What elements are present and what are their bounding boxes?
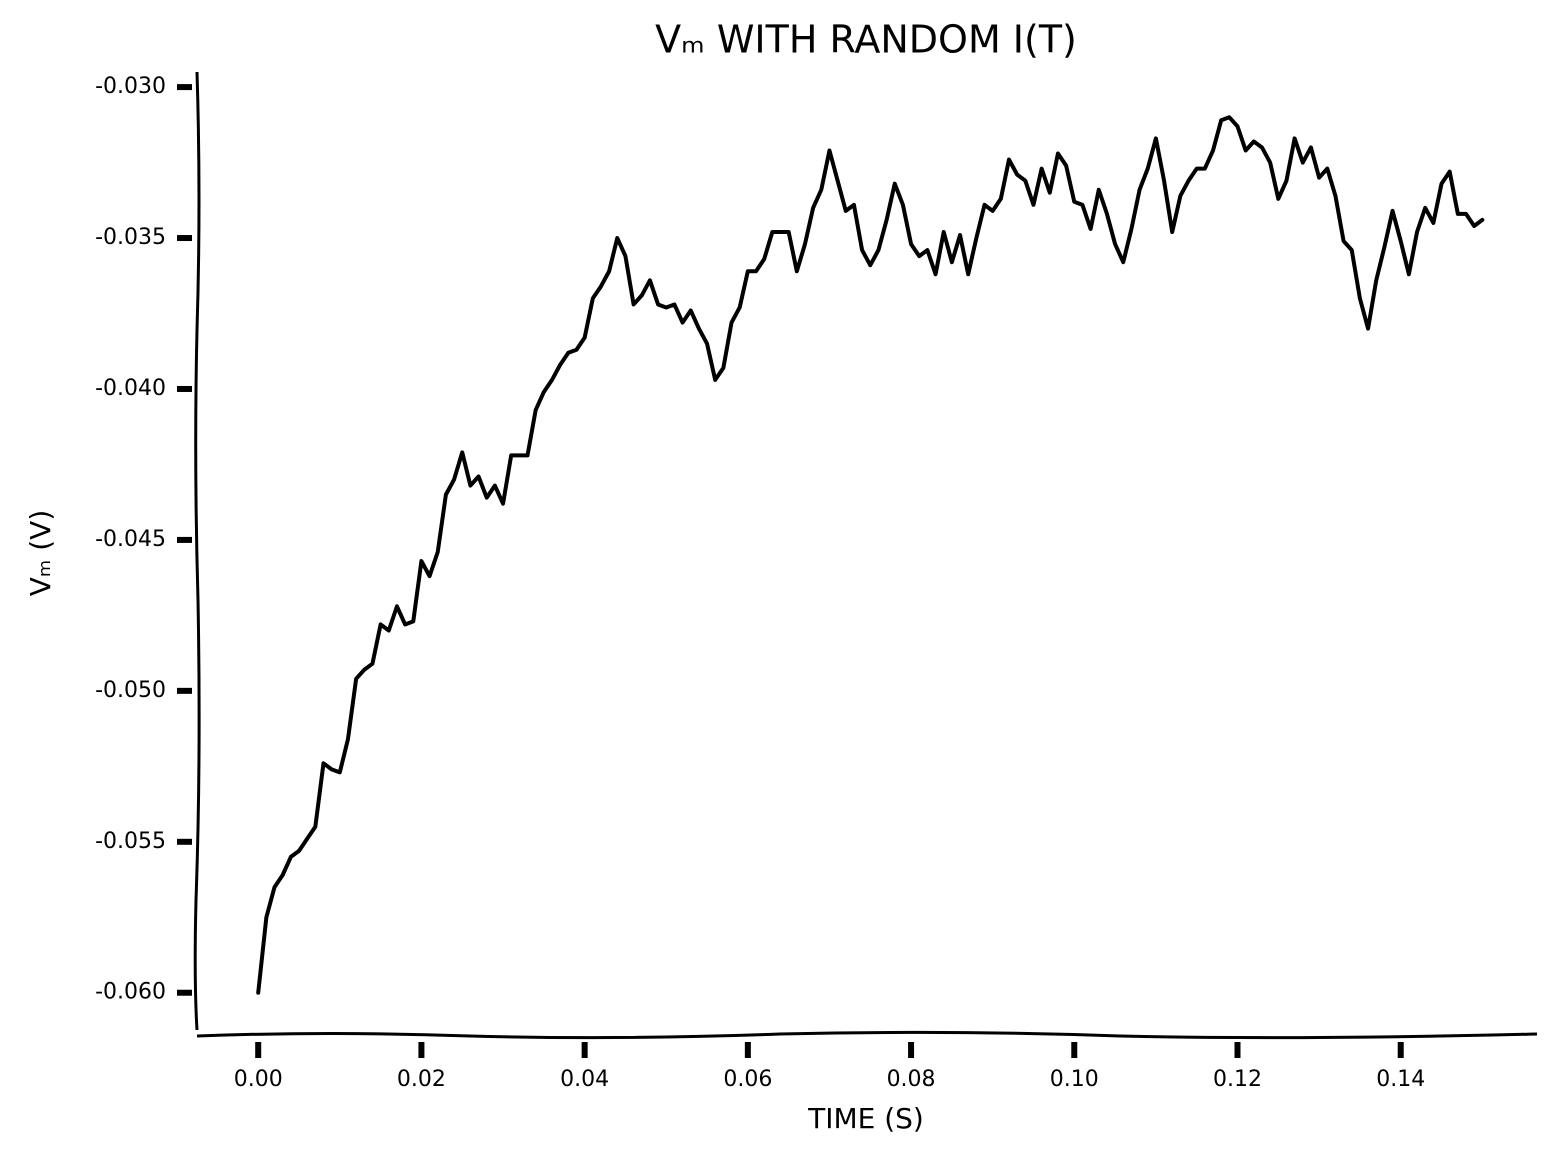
y-tick-label: -0.040 [95, 376, 166, 401]
x-tick-label: 0.08 [887, 1067, 936, 1092]
chart-title: Vₘ WITH RANDOM I(T) [655, 18, 1077, 62]
y-tick-label: -0.045 [95, 527, 166, 552]
x-tick-label: 0.04 [560, 1067, 609, 1092]
x-tick-label: 0.00 [234, 1067, 283, 1092]
x-tick-label: 0.12 [1213, 1067, 1262, 1092]
y-axis-label: Vₘ (V) [24, 510, 57, 597]
x-tick-label: 0.06 [723, 1067, 772, 1092]
y-tick-label: -0.060 [95, 980, 166, 1005]
y-tick-label: -0.055 [95, 829, 166, 854]
x-axis-label: TIME (S) [807, 1102, 924, 1135]
x-tick-label: 0.14 [1376, 1067, 1425, 1092]
x-axis-spine [196, 1030, 1538, 1040]
data-line [256, 115, 1485, 995]
x-tick-label: 0.02 [397, 1067, 446, 1092]
y-tick-label: -0.030 [95, 74, 166, 99]
x-tick-label: 0.10 [1050, 1067, 1099, 1092]
y-tick-label: -0.050 [95, 678, 166, 703]
y-tick-label: -0.035 [95, 225, 166, 250]
y-axis-spine [193, 71, 201, 1031]
